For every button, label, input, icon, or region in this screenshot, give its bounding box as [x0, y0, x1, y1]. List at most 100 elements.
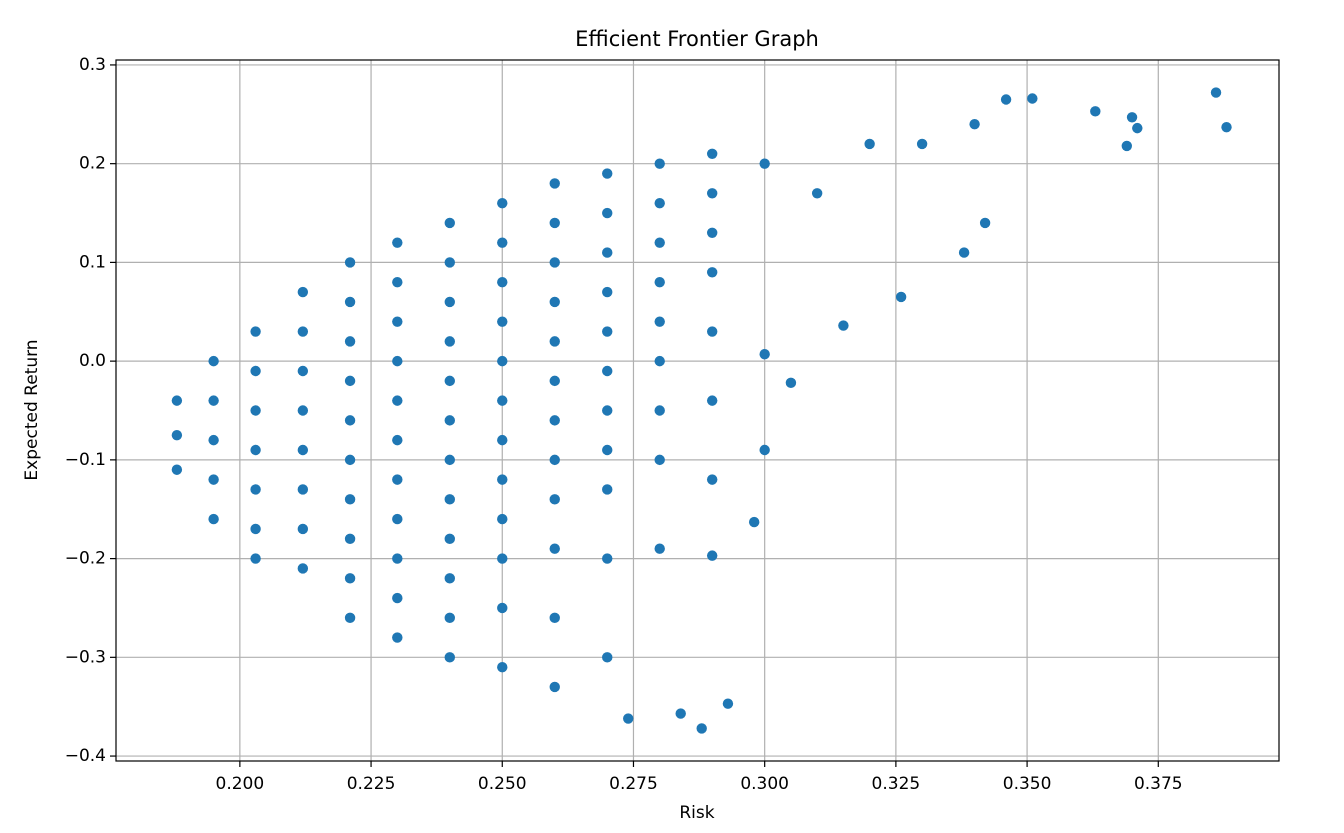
x-tick-label: 0.250 [478, 774, 527, 794]
point [1121, 140, 1133, 152]
x-tick-label: 0.200 [216, 774, 265, 794]
point [654, 543, 665, 554]
point [654, 355, 665, 367]
x-tick-label: 0.300 [740, 774, 789, 794]
point [297, 563, 309, 574]
point [706, 550, 718, 561]
point [549, 296, 560, 308]
y-tick-label: 0.3 [79, 55, 106, 75]
point [696, 723, 707, 734]
point [297, 405, 309, 416]
point [497, 316, 508, 327]
point [759, 349, 770, 360]
point [497, 553, 508, 564]
point [602, 365, 613, 377]
point [297, 444, 309, 456]
point [1090, 106, 1101, 117]
x-tick-label: 0.325 [872, 774, 921, 794]
point [722, 698, 734, 709]
point [297, 326, 309, 337]
point [497, 513, 508, 525]
point [392, 474, 403, 485]
point [344, 336, 356, 347]
point [958, 247, 970, 258]
point [623, 713, 634, 724]
point [602, 286, 613, 298]
point [297, 523, 309, 535]
point [549, 612, 560, 624]
point [602, 168, 613, 179]
x-axis-label: Risk [679, 803, 714, 823]
point [392, 355, 403, 367]
point [549, 257, 560, 268]
point [602, 247, 613, 258]
point [344, 494, 356, 505]
point [838, 320, 849, 331]
point [549, 217, 560, 229]
point [344, 573, 356, 584]
point [444, 652, 455, 663]
point [297, 365, 309, 377]
point [497, 434, 508, 446]
point [344, 454, 356, 466]
point [497, 276, 508, 288]
point [344, 257, 356, 268]
point [654, 405, 665, 416]
point [654, 197, 665, 209]
y-tick-label: 0.0 [79, 351, 106, 371]
point [1132, 122, 1143, 134]
point [759, 444, 770, 456]
point [250, 523, 261, 535]
x-tick-label: 0.275 [609, 774, 658, 794]
point [748, 516, 760, 528]
point [171, 429, 183, 441]
point [1210, 87, 1222, 98]
point [344, 296, 356, 308]
point [759, 158, 770, 169]
point [706, 395, 718, 406]
point [171, 464, 183, 475]
point [444, 415, 455, 426]
point [344, 612, 356, 624]
point [1027, 93, 1038, 104]
point [706, 474, 718, 485]
point [297, 484, 309, 495]
point [392, 632, 403, 643]
y-tick-label: 0.2 [79, 154, 106, 174]
point [250, 405, 261, 416]
point [916, 138, 928, 150]
point [895, 291, 907, 303]
point [444, 533, 455, 545]
point [208, 434, 219, 446]
point [392, 434, 403, 446]
y-tick-label: −0.1 [65, 450, 106, 470]
point [549, 681, 560, 693]
point [969, 118, 980, 130]
point [444, 494, 455, 505]
point [444, 454, 455, 466]
point [549, 494, 560, 505]
point [444, 612, 455, 624]
point [654, 316, 665, 327]
point [208, 474, 219, 485]
point [706, 148, 718, 159]
point [392, 276, 403, 288]
point [392, 316, 403, 327]
point [602, 444, 613, 456]
point [549, 543, 560, 554]
point [497, 662, 508, 673]
point [1126, 112, 1138, 123]
point [654, 276, 665, 288]
point [250, 444, 261, 456]
point [392, 237, 403, 248]
point [392, 395, 403, 406]
point [444, 375, 455, 387]
point [344, 375, 356, 387]
point [297, 286, 309, 298]
point [392, 513, 403, 525]
point [497, 602, 508, 614]
point [549, 336, 560, 347]
point [444, 573, 455, 584]
point [675, 708, 686, 719]
point [250, 326, 261, 337]
